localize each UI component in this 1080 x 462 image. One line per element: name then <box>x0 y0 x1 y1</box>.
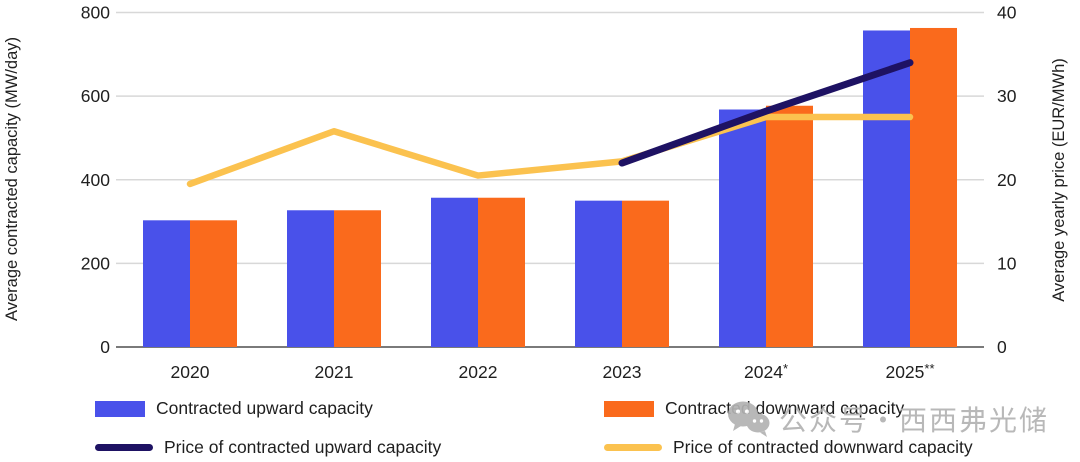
upward-price-swatch <box>95 444 153 451</box>
legend-upward-capacity-label: Contracted upward capacity <box>156 398 373 418</box>
right-axis-tick: 30 <box>997 86 1017 106</box>
bar <box>287 210 334 347</box>
legend-upward-capacity: Contracted upward capacity <box>95 398 373 419</box>
left-axis-tick: 0 <box>100 337 110 357</box>
line-layer <box>186 59 914 188</box>
category-label: 2022 <box>459 362 498 382</box>
bar <box>334 210 381 347</box>
left-axis-tick: 800 <box>81 3 110 23</box>
bar <box>575 200 622 347</box>
price-line <box>618 59 914 167</box>
upward-capacity-swatch <box>95 400 145 417</box>
bar <box>431 197 478 347</box>
downward-capacity-swatch <box>604 400 654 417</box>
legend-upward-price: Price of contracted upward capacity <box>95 437 441 458</box>
left-axis-title: Average contracted capacity (MW/day) <box>3 37 21 321</box>
right-axis-tick: 10 <box>997 253 1017 273</box>
downward-price-swatch <box>604 444 662 451</box>
right-axis-tick: 0 <box>997 337 1007 357</box>
category-label: 2024* <box>744 361 788 382</box>
bar <box>910 27 957 348</box>
category-label: 2023 <box>603 362 642 382</box>
legend-downward-price-label: Price of contracted downward capacity <box>673 437 973 457</box>
legend-upward-price-label: Price of contracted upward capacity <box>164 437 442 457</box>
price-line <box>186 113 914 188</box>
bar <box>190 220 237 347</box>
bar <box>622 200 669 347</box>
category-label: 2025** <box>885 361 934 382</box>
left-axis-tick: 600 <box>81 86 110 106</box>
category-label: 2020 <box>171 362 210 382</box>
right-axis-tick: 40 <box>997 3 1017 23</box>
chart-plot-area: 0 0 200 10 400 20 600 30 800 40 2020 2021 2022 2023 20… <box>3 3 1068 383</box>
bar <box>478 197 525 347</box>
grid-layer <box>116 11 984 348</box>
tick-layer: 0 0 200 10 400 20 600 30 800 40 2020 2021 2022 2023 20… <box>81 3 1017 383</box>
legend-downward-price: Price of contracted downward capacity <box>604 437 973 458</box>
bar <box>766 105 813 347</box>
legend-downward-capacity-label: Contracted downward capacity <box>665 398 905 418</box>
left-axis-tick: 200 <box>81 253 110 273</box>
category-label: 2021 <box>315 362 354 382</box>
bar <box>719 109 766 347</box>
right-axis-tick: 20 <box>997 170 1017 190</box>
bar <box>143 220 190 347</box>
bar <box>863 30 910 348</box>
legend-downward-capacity: Contracted downward capacity <box>604 398 904 419</box>
bar-layer <box>143 27 957 348</box>
right-axis-title: Average yearly price (EUR/MWh) <box>1050 58 1068 302</box>
left-axis-tick: 400 <box>81 170 110 190</box>
